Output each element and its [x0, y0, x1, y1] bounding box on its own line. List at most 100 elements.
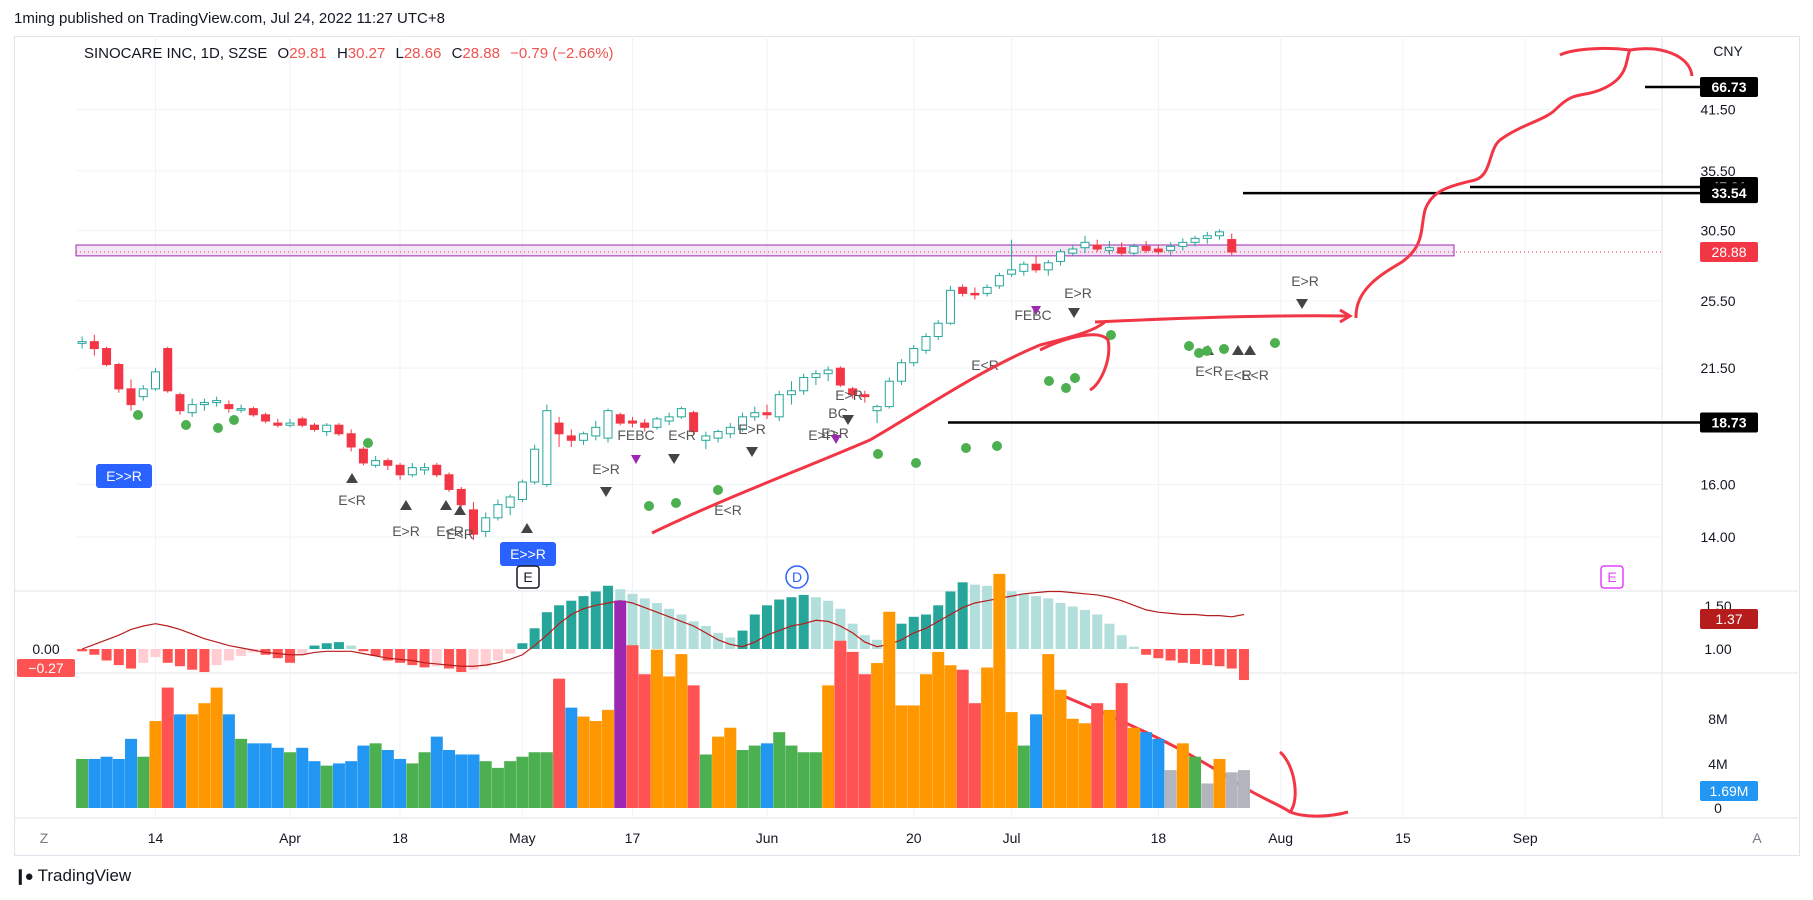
- candle: [77, 341, 87, 344]
- time-tick-label: Jul: [1003, 830, 1021, 846]
- candle: [933, 322, 943, 338]
- range-arrow-annotation: [1339, 308, 1353, 324]
- volume-bar: [406, 763, 419, 808]
- volume-bar: [1201, 783, 1214, 808]
- oscillator-bar: [101, 649, 112, 661]
- volume-bar: [259, 743, 272, 808]
- price-label-text: 66.73: [1711, 79, 1746, 95]
- signal-dot: [363, 438, 373, 448]
- signal-triangle-up: [1232, 345, 1244, 355]
- zoom-control-icon[interactable]: Z: [40, 830, 49, 846]
- signal-badge[interactable]: [500, 542, 556, 566]
- oscillator-bar: [150, 649, 161, 658]
- candle: [1178, 241, 1188, 247]
- candle: [579, 433, 589, 441]
- oscillator-bar: [798, 594, 809, 649]
- volume-bar: [663, 676, 676, 808]
- legend-open-value: 29.81: [289, 45, 327, 62]
- legend-change-value: −0.79 (−2.66%): [510, 45, 614, 62]
- signal-label: FEBC: [1014, 307, 1051, 323]
- candle: [945, 289, 955, 324]
- signal-badge[interactable]: [96, 464, 152, 488]
- volume-bar: [1078, 723, 1091, 808]
- time-tick-label: Apr: [279, 830, 301, 846]
- signal-dot: [1270, 338, 1280, 348]
- volume-bar: [871, 663, 884, 808]
- tradingview-logo[interactable]: ❙● TradingView: [14, 866, 131, 886]
- price-label-badge: [1700, 242, 1758, 263]
- candle: [1031, 263, 1041, 271]
- signal-label: E>R: [738, 421, 766, 437]
- signal-dot: [911, 458, 921, 468]
- price-tick-label: 21.50: [1700, 360, 1735, 376]
- candle: [346, 433, 356, 448]
- volume-bar: [1017, 745, 1030, 808]
- oscillator-bar: [297, 649, 308, 654]
- legend-close-value: 28.88: [462, 45, 500, 62]
- febc-triangle: [831, 435, 841, 444]
- candle: [591, 426, 601, 437]
- volume-bar: [1140, 732, 1153, 808]
- candle: [444, 474, 454, 490]
- oscillator-bar: [664, 608, 675, 649]
- oscillator-bar: [480, 649, 491, 667]
- febc-triangle: [631, 455, 641, 464]
- candle: [762, 412, 772, 416]
- candle: [114, 364, 124, 390]
- candle: [689, 412, 699, 433]
- publish-caption: 1ming published on TradingView.com, Jul …: [14, 10, 445, 27]
- candle: [958, 286, 968, 294]
- volume-bar: [797, 752, 810, 808]
- oscillator-bar: [627, 593, 638, 649]
- volume-hook-annotation: [1278, 750, 1297, 813]
- earnings-badge-label: E: [523, 569, 532, 585]
- signal-label: E>R: [592, 461, 620, 477]
- dividend-badge[interactable]: [785, 565, 809, 589]
- oscillator-bar: [358, 649, 369, 652]
- candle: [921, 336, 931, 351]
- support-zone: [75, 244, 1455, 257]
- oscillator-bar: [1092, 614, 1103, 649]
- volume-bar: [418, 752, 431, 808]
- signal-label: FEBC: [617, 427, 654, 443]
- candle: [248, 408, 258, 416]
- legend-open-label: O: [277, 45, 290, 62]
- legend-symbol[interactable]: SINOCARE INC, 1D, SZSE: [84, 45, 268, 62]
- candle: [615, 414, 625, 424]
- time-tick-label: 17: [625, 830, 641, 846]
- oscillator-bar: [896, 623, 907, 649]
- oscillator-value-text: 1.37: [1715, 611, 1742, 627]
- signal-dot: [644, 501, 654, 511]
- oscillator-bar: [162, 649, 173, 663]
- signal-dot: [1044, 376, 1054, 386]
- candle: [1007, 269, 1017, 275]
- signal-dot: [961, 443, 971, 453]
- volume-value-text: 1.69M: [1710, 783, 1749, 799]
- signal-triangle-up: [521, 523, 533, 533]
- signal-dot: [1106, 330, 1116, 340]
- volume-bar: [1042, 654, 1055, 808]
- oscillator-bar: [529, 628, 540, 649]
- volume-bar: [785, 745, 798, 808]
- price-tick-label: 41.50: [1700, 101, 1735, 117]
- volume-bar: [565, 707, 578, 808]
- oscillator-tick-label: 1.00: [1704, 641, 1731, 657]
- price-tick-label: 14.00: [1700, 529, 1735, 545]
- volume-bar: [699, 754, 712, 808]
- volume-bar: [553, 678, 566, 808]
- volume-bar: [222, 714, 235, 808]
- volume-bar: [919, 674, 932, 808]
- oscillator-bar: [566, 600, 577, 649]
- volume-bar: [467, 754, 480, 808]
- oscillator-bar: [211, 649, 222, 666]
- volume-bar: [956, 669, 969, 808]
- oscillator-bar: [1116, 635, 1127, 649]
- future-earnings-badge[interactable]: [1600, 565, 1624, 589]
- candle: [199, 402, 209, 406]
- candle: [1043, 262, 1053, 271]
- auto-scale-button[interactable]: A: [1752, 830, 1762, 846]
- earnings-badge[interactable]: [516, 565, 540, 589]
- volume-bar: [198, 703, 211, 808]
- candle: [407, 467, 417, 476]
